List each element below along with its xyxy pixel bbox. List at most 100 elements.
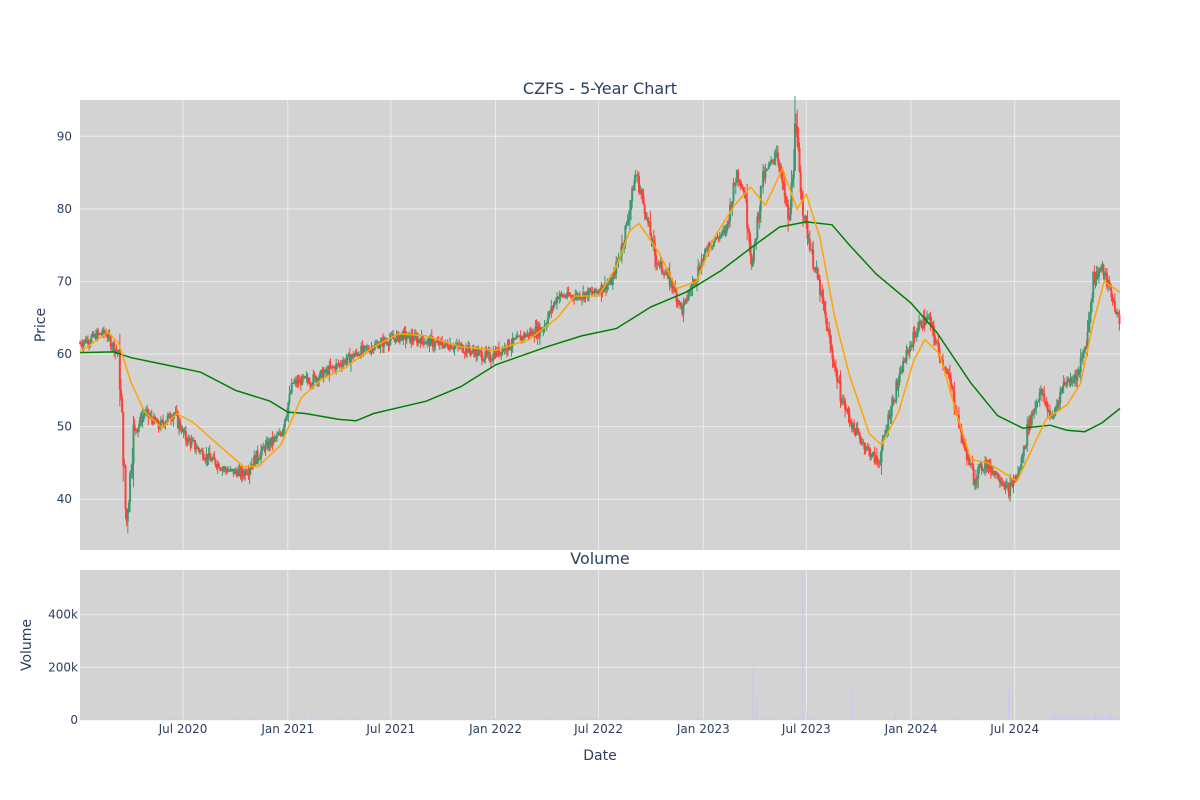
candle-body (630, 200, 633, 210)
candle-body (672, 286, 675, 290)
volume-bar (1081, 718, 1083, 720)
x-tick-label: Jan 2024 (884, 722, 938, 736)
volume-bar (260, 718, 262, 720)
volume-bar (444, 719, 446, 720)
candle-body (758, 210, 761, 219)
candle-body (985, 460, 988, 469)
candle-body (474, 352, 477, 356)
candle-body (1023, 446, 1026, 448)
volume-bar (114, 719, 116, 720)
candle-body (1059, 391, 1062, 404)
candle-body (1043, 393, 1046, 402)
candle-body (933, 336, 936, 342)
volume-bar (291, 719, 293, 720)
volume-bar (570, 718, 572, 720)
volume-bar (883, 718, 885, 720)
candle-body (421, 335, 424, 342)
volume-bar (1113, 717, 1115, 720)
volume-bar (485, 719, 487, 720)
volume-bar (605, 719, 607, 720)
candle-body (193, 440, 196, 450)
volume-bar (1058, 715, 1060, 720)
volume-bar (1110, 715, 1112, 720)
candle-body (558, 296, 561, 299)
candle-body (979, 463, 982, 466)
volume-bar (1003, 718, 1005, 720)
volume-bar (865, 719, 867, 720)
volume-bar (773, 718, 775, 720)
candle-body (683, 301, 686, 304)
volume-bar (133, 718, 135, 720)
candle-body (519, 335, 522, 341)
volume-bar (858, 718, 860, 720)
volume-bar (79, 719, 81, 720)
candle-body (513, 338, 516, 340)
candle-body (233, 469, 236, 474)
candle-body (93, 334, 96, 337)
volume-bar (643, 718, 645, 720)
volume-bar (243, 718, 245, 720)
candle-body (929, 316, 932, 325)
volume-bar (340, 718, 342, 720)
candle-body (770, 159, 773, 164)
volume-bar (93, 719, 95, 720)
candle-body (859, 439, 862, 443)
volume-bar (604, 719, 606, 720)
candle-body (1100, 267, 1103, 270)
volume-bar (518, 718, 520, 720)
volume-bar (563, 719, 565, 720)
volume-bar (633, 719, 635, 720)
x-tick-label: Jul 2023 (781, 722, 831, 736)
volume-bar (271, 718, 273, 720)
candle-body (378, 346, 381, 349)
candle-body (339, 363, 342, 365)
candle-body (1102, 264, 1105, 276)
candle-body (676, 300, 679, 302)
candle-body (597, 291, 600, 293)
candle-body (139, 416, 142, 424)
volume-bar (104, 718, 106, 720)
volume-bar (109, 719, 111, 720)
volume-bar (216, 718, 218, 720)
candle-body (180, 428, 183, 432)
candle-body (499, 351, 502, 356)
candle-body (637, 175, 640, 193)
volume-bar (600, 719, 602, 720)
candle-body (231, 469, 234, 471)
volume-bar (712, 719, 714, 720)
candle-body (897, 382, 900, 389)
candle-body (129, 473, 132, 503)
volume-bar (154, 718, 156, 720)
volume-bar (785, 718, 787, 720)
candle-body (97, 331, 100, 335)
candle-body (656, 263, 659, 265)
candle-body (636, 175, 639, 177)
candle-body (587, 288, 590, 298)
candle-body (717, 237, 720, 239)
candle-body (503, 346, 506, 351)
volume-bar (837, 718, 839, 720)
volume-plot-area[interactable] (80, 570, 1120, 720)
candle-body (1022, 446, 1025, 457)
candle-body (121, 397, 124, 413)
candle-body (1060, 389, 1063, 392)
candle-body (232, 469, 235, 474)
price-plot-area[interactable] (80, 100, 1120, 550)
candle-body (446, 343, 449, 348)
candle-body (123, 465, 126, 467)
candle-body (241, 469, 244, 475)
volume-bar (431, 718, 433, 720)
candle-body (1087, 321, 1090, 333)
volume-bar (899, 719, 901, 720)
volume-bar (147, 719, 149, 720)
candle-body (220, 469, 223, 471)
price-y-tick-label: 40 (57, 492, 72, 506)
candle-body (809, 249, 812, 251)
volume-bar (556, 718, 558, 720)
volume-bar (162, 718, 164, 720)
candle-body (154, 416, 157, 421)
volume-bar (651, 719, 653, 720)
candle-body (721, 231, 724, 235)
candle-body (604, 283, 607, 290)
volume-bar (270, 718, 272, 720)
